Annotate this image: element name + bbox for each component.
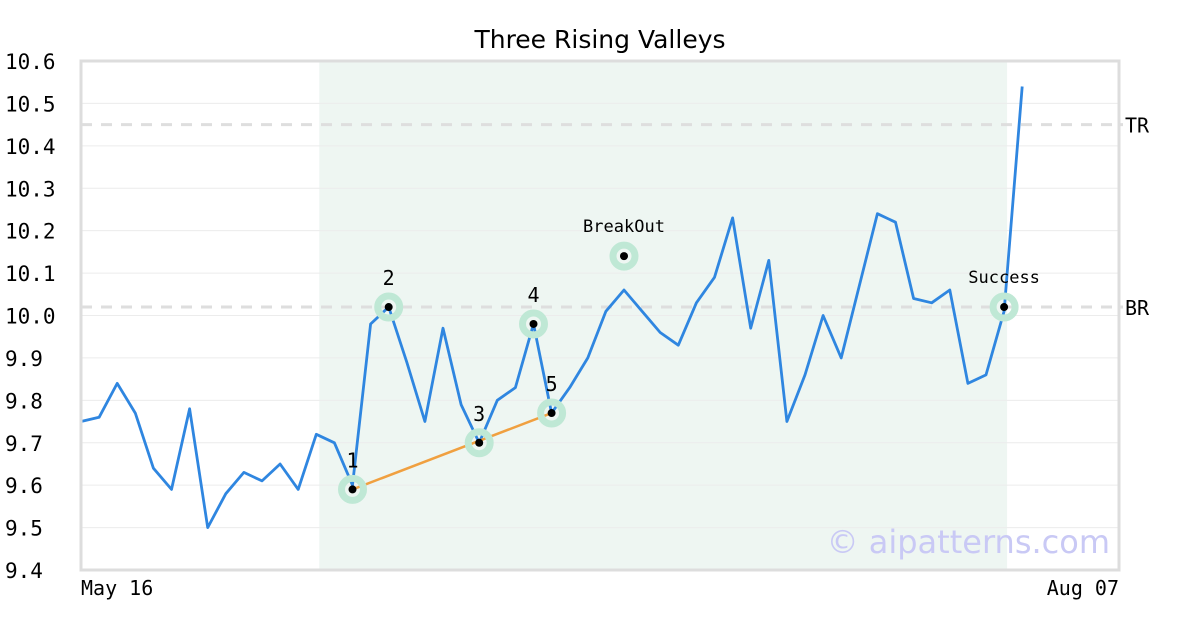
pattern-point-label: BreakOut — [583, 217, 665, 237]
y-tick-label: 10.5 — [5, 92, 56, 116]
pattern-point — [1000, 303, 1009, 312]
chart-title: Three Rising Valleys — [473, 25, 725, 54]
x-axis: May 16 Aug 07 — [81, 576, 1119, 600]
plot-frame — [79, 59, 1121, 572]
pattern-point-halo — [374, 292, 404, 322]
y-tick-label: 9.5 — [5, 517, 43, 541]
y-tick-label: 9.4 — [5, 559, 43, 583]
x-tick-label: Aug 07 — [1047, 576, 1119, 600]
y-tick-label: 10.1 — [5, 262, 56, 286]
y-tick-label: 10.4 — [5, 135, 56, 159]
y-tick-label: 9.7 — [5, 432, 43, 456]
y-tick-label: 10.6 — [5, 50, 56, 74]
pattern-point-label: 3 — [473, 402, 485, 426]
x-tick-label: May 16 — [81, 576, 153, 600]
pattern-point-halo — [338, 474, 367, 504]
pattern-point — [620, 252, 628, 261]
pattern-point-halo — [519, 309, 548, 339]
pattern-point-halo — [989, 292, 1019, 322]
pattern-point-label: 2 — [383, 266, 395, 290]
pattern-point — [384, 303, 393, 312]
level-lines: TR BR — [81, 114, 1150, 320]
y-tick-label: 10.2 — [5, 220, 56, 244]
y-tick-label: 10.3 — [5, 177, 56, 201]
y-tick-label: 9.9 — [5, 347, 43, 371]
pattern-point-label: 5 — [546, 372, 558, 396]
watermark: © aipatterns.com — [827, 523, 1110, 561]
pattern-point-halo — [537, 398, 567, 428]
level-label: BR — [1125, 296, 1150, 320]
y-tick-label: 9.8 — [5, 389, 43, 413]
pattern-point — [348, 485, 357, 494]
pattern-point — [475, 438, 484, 447]
pattern-point-label: 1 — [346, 448, 358, 472]
pattern-point — [529, 319, 538, 328]
gridlines — [81, 60, 1119, 571]
pattern-point — [547, 409, 556, 418]
y-axis: 9.4 9.5 9.6 9.7 9.8 9.9 10.0 10.1 10.2 10.3 10.4 10… — [5, 50, 56, 583]
trendline — [352, 411, 553, 491]
pattern-point-halo — [609, 241, 639, 271]
y-tick-label: 9.6 — [5, 474, 43, 498]
pattern-point-label: 4 — [527, 283, 539, 307]
y-tick-label: 10.0 — [5, 305, 56, 329]
pattern-points: 1 2 3 4 5 BreakOut Success — [338, 217, 1040, 504]
pattern-point-label: Success — [968, 268, 1040, 288]
level-label: TR — [1125, 114, 1150, 138]
pattern-point-halo — [464, 428, 494, 458]
